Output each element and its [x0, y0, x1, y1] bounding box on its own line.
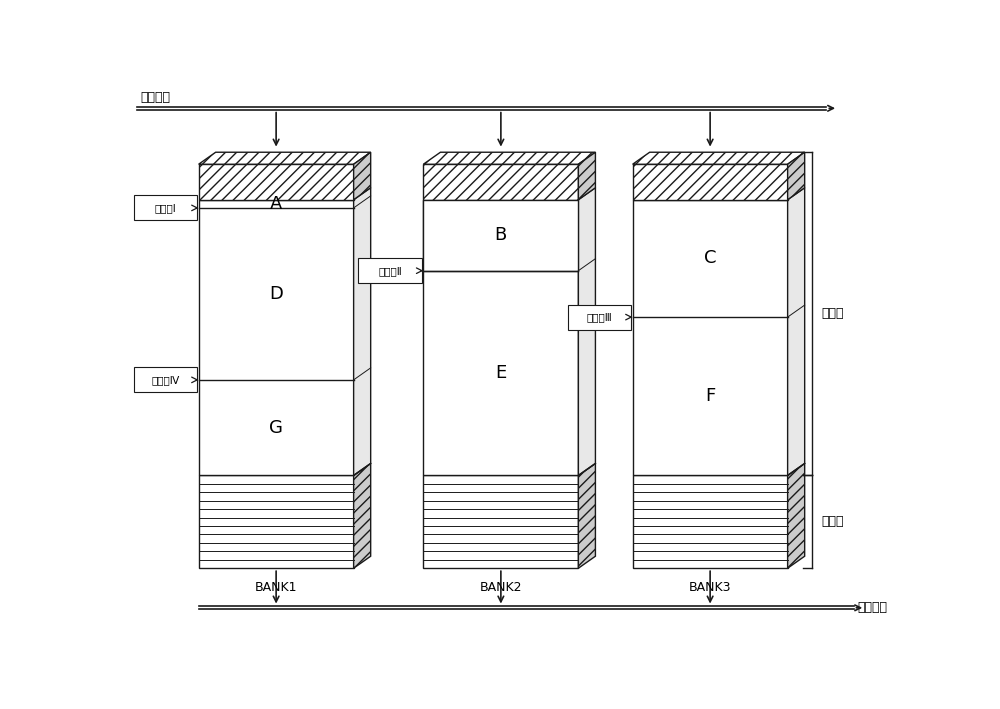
FancyBboxPatch shape [134, 367, 197, 393]
Bar [423, 200, 578, 271]
Polygon shape [354, 464, 371, 568]
Bar [633, 200, 788, 476]
Text: 工作区: 工作区 [822, 307, 844, 320]
FancyBboxPatch shape [358, 258, 422, 284]
Polygon shape [354, 152, 371, 200]
Text: A: A [270, 195, 282, 213]
Text: 调度点Ⅱ: 调度点Ⅱ [378, 266, 402, 276]
Text: C: C [704, 250, 716, 267]
Text: BANK2: BANK2 [480, 581, 522, 594]
Polygon shape [423, 152, 595, 164]
Polygon shape [788, 464, 805, 568]
Text: G: G [269, 418, 283, 437]
Text: 后备区: 后备区 [822, 515, 844, 528]
Text: F: F [705, 387, 715, 406]
Polygon shape [354, 188, 371, 476]
Polygon shape [788, 152, 805, 200]
Text: 调度点Ⅳ: 调度点Ⅳ [151, 375, 179, 385]
Bar [199, 164, 354, 200]
Bar [423, 200, 578, 476]
FancyBboxPatch shape [134, 196, 197, 220]
Polygon shape [788, 188, 805, 476]
Text: B: B [495, 226, 507, 244]
Text: 回放总线: 回放总线 [857, 601, 887, 614]
Text: BANK1: BANK1 [255, 581, 297, 594]
Bar [423, 164, 578, 200]
Polygon shape [199, 152, 371, 164]
Text: 调度点Ⅲ: 调度点Ⅲ [586, 312, 612, 322]
FancyBboxPatch shape [568, 305, 631, 330]
Text: D: D [269, 285, 283, 303]
Text: E: E [495, 364, 507, 382]
Polygon shape [633, 152, 805, 164]
Polygon shape [578, 464, 595, 568]
Text: BANK3: BANK3 [689, 581, 731, 594]
Polygon shape [578, 152, 595, 200]
Bar [633, 164, 788, 200]
Bar [199, 476, 354, 568]
Text: 调度点Ⅰ: 调度点Ⅰ [154, 203, 176, 213]
Bar [633, 476, 788, 568]
Text: 记录总线: 记录总线 [140, 91, 170, 104]
Bar [423, 476, 578, 568]
Bar [199, 200, 354, 476]
Polygon shape [578, 188, 595, 476]
